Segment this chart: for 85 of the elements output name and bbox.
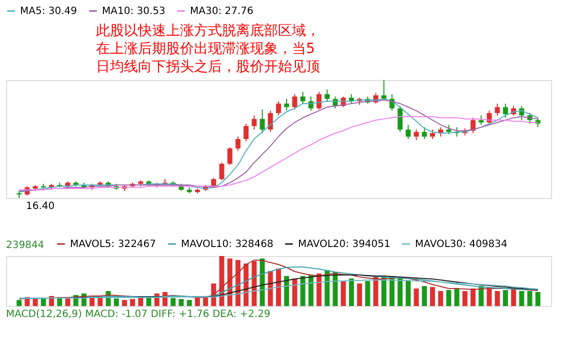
bar: [122, 300, 127, 306]
bar: [438, 291, 444, 306]
bar: [414, 288, 419, 306]
bar: [276, 268, 281, 306]
bar: [292, 278, 298, 306]
legend-label: MAVOL30: 409834: [415, 239, 508, 250]
candlestick: [252, 114, 257, 130]
bar: [478, 286, 484, 306]
candlestick: [276, 100, 281, 116]
candlestick: [324, 88, 330, 102]
legend-label: MAVOL5: 322467: [70, 239, 156, 250]
candlestick: [478, 114, 484, 126]
bar: [227, 258, 232, 306]
bar: [178, 299, 184, 306]
candlestick: [430, 129, 436, 140]
legend-label: MAVOL10: 328468: [181, 239, 274, 250]
candlestick: [227, 146, 232, 166]
bar: [422, 286, 427, 306]
bar: [535, 292, 540, 306]
legend-label: MAVOL20: 394051: [298, 239, 390, 250]
candlestick: [284, 98, 290, 112]
legend-label: MA30: 27.76: [190, 6, 254, 17]
candlestick: [219, 162, 224, 181]
bar: [284, 276, 290, 306]
legend-label: MA5: 30.49: [20, 6, 78, 17]
bar: [186, 300, 192, 306]
candlestick: [494, 103, 500, 116]
candlestick: [316, 91, 322, 110]
bar: [260, 258, 265, 306]
bar: [357, 284, 362, 306]
bar: [373, 276, 378, 306]
text: 在上涨后期股价出现滞涨现象，当5: [96, 41, 315, 57]
bar: [398, 278, 403, 306]
bar: [114, 298, 119, 306]
legend-label: MA10: 30.53: [102, 6, 166, 17]
candlestick: [211, 177, 216, 188]
candlestick: [235, 136, 240, 152]
bar: [244, 264, 249, 306]
candlestick: [260, 109, 265, 134]
bar: [494, 291, 500, 306]
bar: [170, 298, 176, 306]
candlestick: [406, 124, 411, 140]
bar: [527, 291, 532, 306]
bar: [316, 274, 322, 306]
bar: [219, 256, 224, 306]
bar: [308, 275, 314, 306]
bar: [470, 288, 476, 306]
bar: [446, 290, 452, 306]
bar: [32, 298, 38, 306]
bar: [406, 281, 411, 306]
candlestick: [422, 126, 427, 140]
bar: [502, 290, 508, 306]
bar: [340, 281, 346, 306]
bar: [49, 296, 54, 306]
candlestick: [446, 124, 452, 135]
candlestick: [308, 96, 314, 112]
bar: [454, 288, 460, 306]
bar: [40, 299, 46, 306]
bar: [332, 272, 338, 306]
text: 239844: [6, 240, 44, 251]
bar: [462, 291, 468, 306]
bar: [348, 278, 354, 306]
candlestick: [414, 129, 419, 141]
bar: [268, 271, 273, 306]
bar: [511, 288, 516, 306]
text: MACD(12,26,9) MACD: -1.07 DIFF: +1.76 DEA: +2.29: [6, 309, 270, 320]
candlestick: [268, 110, 273, 132]
bar: [365, 281, 370, 306]
bar: [235, 260, 240, 306]
candlestick: [398, 105, 403, 132]
candlestick: [502, 103, 508, 118]
candlestick: [244, 123, 249, 142]
bar: [430, 287, 436, 306]
bar: [519, 291, 524, 306]
bar: [16, 300, 22, 306]
bar: [252, 261, 257, 306]
text: 16.40: [26, 201, 55, 212]
bar: [130, 299, 136, 306]
text: 此股以快速上涨方式脱离底部区域，: [96, 23, 320, 39]
bar: [300, 276, 306, 306]
candlestick: [292, 94, 298, 110]
text: 日均线向下拐头之后，股价开始见顶: [96, 59, 320, 75]
candlestick: [300, 91, 306, 104]
bar: [57, 298, 62, 306]
bar: [65, 298, 70, 306]
